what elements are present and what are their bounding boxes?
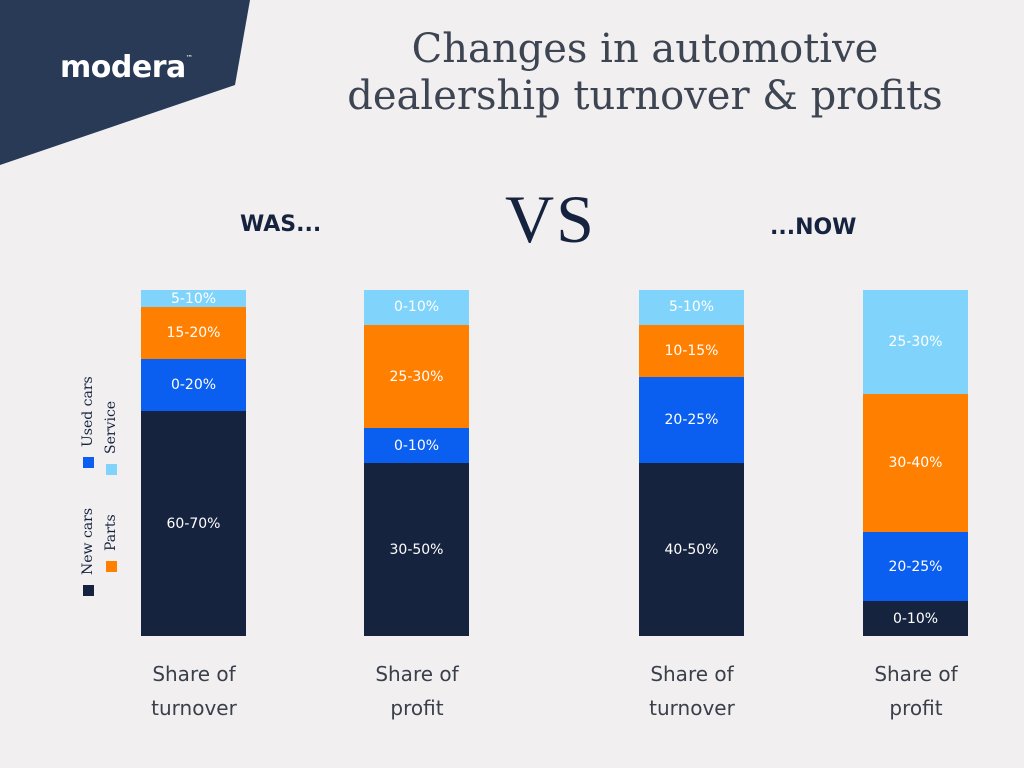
- data-label: 0-10%: [393, 437, 440, 454]
- data-label: 5-10%: [170, 290, 217, 307]
- bar-segment-parts: 30-40%: [863, 393, 968, 533]
- bar-segment-service: 0-10%: [364, 290, 469, 325]
- x-tick-label: Share of turnover: [151, 662, 237, 720]
- bar-segment-new-cars: 30-50%: [364, 463, 469, 636]
- bar-segment-parts: 10-15%: [639, 324, 744, 377]
- legend-item: New cars: [80, 508, 96, 596]
- modera-logo: modera™: [60, 50, 193, 85]
- legend-item: Service: [103, 401, 119, 475]
- legend-label: Parts: [103, 514, 119, 551]
- legend-label: Service: [103, 400, 119, 454]
- data-label: 0-10%: [393, 299, 440, 316]
- legend-item: Used cars: [80, 376, 96, 468]
- legend-label: New cars: [80, 507, 96, 575]
- vs-heading: VS: [505, 181, 596, 257]
- data-label: 25-30%: [389, 368, 444, 385]
- legend-item: Parts: [103, 514, 119, 572]
- bar-segment-parts: 25-30%: [364, 324, 469, 429]
- data-label: 30-40%: [888, 455, 943, 471]
- bar-segment-service: 5-10%: [639, 290, 744, 325]
- logo-text: modera: [60, 50, 186, 85]
- data-label: 10-15%: [664, 342, 719, 359]
- bar-segment-new-cars: 40-50%: [639, 463, 744, 636]
- page-title: Changes in automotive dealership turnove…: [347, 26, 943, 119]
- x-tick-label: Share of profit: [375, 662, 459, 720]
- legend-swatch: [82, 457, 94, 468]
- bar-segment-used-cars: 0-20%: [141, 359, 246, 412]
- legend-swatch: [105, 561, 117, 572]
- bar: 30-50% 0-10% 25-30% 0-10%: [364, 290, 469, 636]
- data-label: 30-50%: [389, 541, 444, 558]
- bar-segment-parts: 15-20%: [141, 307, 246, 360]
- data-label: 0-10%: [892, 610, 939, 627]
- legend-label: Used cars: [80, 376, 96, 447]
- data-label: 20-25%: [888, 558, 943, 575]
- logo-background: [0, 0, 250, 165]
- legend-swatch: [82, 585, 94, 596]
- bar-segment-used-cars: 20-25%: [639, 376, 744, 463]
- now-heading: ...NOW: [770, 215, 857, 240]
- bar-segment-used-cars: 0-10%: [364, 428, 469, 463]
- bar: 0-10% 20-25% 30-40% 25-30%: [863, 290, 968, 636]
- bar-segment-service: 5-10%: [141, 290, 246, 308]
- trademark: ™: [185, 54, 193, 62]
- was-heading: WAS...: [240, 212, 322, 237]
- data-label: 60-70%: [166, 515, 221, 532]
- data-label: 15-20%: [166, 325, 221, 342]
- bar-segment-service: 25-30%: [863, 290, 968, 394]
- data-label: 25-30%: [888, 333, 943, 350]
- data-label: 5-10%: [668, 299, 715, 316]
- x-tick-label: Share of profit: [874, 662, 958, 720]
- data-label: 0-20%: [170, 377, 217, 394]
- x-tick-label: Share of turnover: [649, 662, 735, 720]
- bar: 60-70% 0-20% 15-20% 5-10%: [141, 290, 246, 636]
- bar: 40-50% 20-25% 10-15% 5-10%: [639, 290, 744, 636]
- data-label: 40-50%: [664, 541, 719, 558]
- legend-swatch: [105, 464, 117, 475]
- bar-segment-new-cars: 60-70%: [141, 411, 246, 636]
- data-label: 20-25%: [664, 411, 719, 428]
- bar-segment-used-cars: 20-25%: [863, 532, 968, 602]
- bar-segment-new-cars: 0-10%: [863, 601, 968, 636]
